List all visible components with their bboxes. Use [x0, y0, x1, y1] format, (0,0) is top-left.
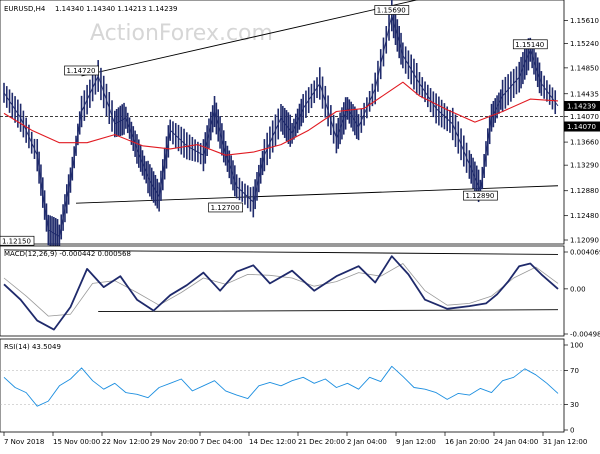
macd-trendline: [3, 249, 559, 255]
rsi-y-tick-label: 100: [570, 342, 583, 350]
price-trendline: [76, 185, 559, 204]
price-annotation-label: 1.15140: [515, 41, 544, 49]
symbol-label: EURUSD,H4: [4, 5, 46, 13]
rsi-series: [3, 365, 559, 407]
price-y-tick-label: 1.15610: [570, 17, 599, 25]
time-tick-label: 16 Jan 20:00: [445, 438, 489, 446]
price-y-tick-label: 1.13660: [570, 139, 599, 147]
price-annotations: 1.14720 1.15690 1.15140 1.12700 1.12890 1.121…: [0, 5, 548, 246]
time-tick-label: 15 Nov 00:00: [53, 438, 100, 446]
rsi-y-tick-label: 70: [570, 367, 579, 375]
price-annotation-label: 1.12890: [465, 192, 494, 200]
price-annotation-box: [0, 235, 35, 246]
price-y-tick-label: 1.14435: [570, 90, 599, 98]
rsi-y-tick-label: 0: [570, 427, 574, 435]
macd-trendlines: [3, 249, 559, 312]
macd-y-axis: 0.004069 0.00 -0.004981: [564, 249, 600, 339]
macd-panel: MACD(12,26,9) -0.000442 0.000568 0.00406…: [0, 245, 600, 339]
macd-y-tick-label: -0.004981: [570, 331, 600, 339]
price-y-tick-label: 1.13290: [570, 162, 599, 170]
price-y-tick-label: 1.15240: [570, 40, 599, 48]
level-label: 1.14070: [567, 123, 596, 131]
price-y-tick-label: 1.12090: [570, 237, 599, 245]
price-annotation-box: [463, 190, 498, 201]
price-annotation-box: [64, 65, 99, 76]
rsi-title: RSI(14) 43.5049: [4, 343, 61, 351]
price-y-axis: 1.15610 1.15240 1.14850 1.14435 1.14070 1.136…: [564, 17, 600, 245]
macd-title: MACD(12,26,9) -0.000442 0.000568: [4, 250, 131, 258]
time-tick-label: 7 Nov 2018: [4, 438, 44, 446]
price-annotation-label: 1.12150: [2, 237, 31, 245]
last-price-label: 1.14239: [567, 102, 596, 110]
ohlc-values: 1.14340 1.14340 1.14213 1.14239: [55, 5, 177, 13]
moving-average-line: [3, 81, 559, 156]
price-y-tick-label: 1.12480: [570, 212, 599, 220]
time-tick-label: 22 Nov 12:00: [102, 438, 149, 446]
time-tick-label: 14 Dec 12:00: [249, 438, 296, 446]
time-tick-label: 7 Dec 04:00: [200, 438, 243, 446]
macd-line: [3, 255, 559, 331]
price-y-tick-label: 1.14070: [570, 113, 599, 121]
macd-series: [3, 255, 559, 331]
rsi-panel: RSI(14) 43.5049 100 70 30 0: [0, 338, 583, 435]
time-tick-label: 31 Jan 12:00: [543, 438, 587, 446]
price-annotation-label: 1.14720: [67, 67, 96, 75]
rsi-y-tick-label: 30: [570, 401, 579, 409]
time-axis: 7 Nov 2018 15 Nov 00:00 22 Nov 12:00 29 Nov…: [3, 432, 587, 446]
macd-y-tick-label: 0.00: [570, 285, 586, 293]
price-annotation-box: [512, 39, 548, 50]
price-panel-frame: [0, 0, 565, 245]
price-panel: EURUSD,H4 1.14340 1.14340 1.14213 1.1423…: [0, 0, 600, 252]
price-annotation-box: [374, 5, 410, 15]
rsi-y-axis: 100 70 30 0: [564, 342, 583, 435]
time-tick-label: 21 Dec 20:00: [298, 438, 345, 446]
price-line: [3, 15, 559, 237]
watermark-text: ActionForex.com: [90, 21, 273, 46]
last-price-marker: [564, 100, 600, 111]
price-y-tick-label: 1.12880: [570, 187, 599, 195]
macd-panel-frame: [0, 245, 565, 337]
time-tick-label: 24 Jan 04:00: [494, 438, 538, 446]
price-annotation-label: 1.15690: [377, 6, 406, 14]
macd-trendline: [98, 309, 559, 312]
price-annotation-box: [208, 202, 243, 213]
price-annotation-label: 1.12700: [211, 204, 240, 212]
level-marker: [564, 121, 600, 132]
time-tick-label: 2 Jan 04:00: [347, 438, 387, 446]
time-tick-label: 9 Jan 12:00: [396, 438, 436, 446]
price-y-tick-label: 1.14850: [570, 64, 599, 72]
macd-y-tick-label: 0.004069: [570, 249, 600, 257]
time-tick-label: 29 Nov 20:00: [151, 438, 198, 446]
rsi-line: [3, 365, 559, 407]
